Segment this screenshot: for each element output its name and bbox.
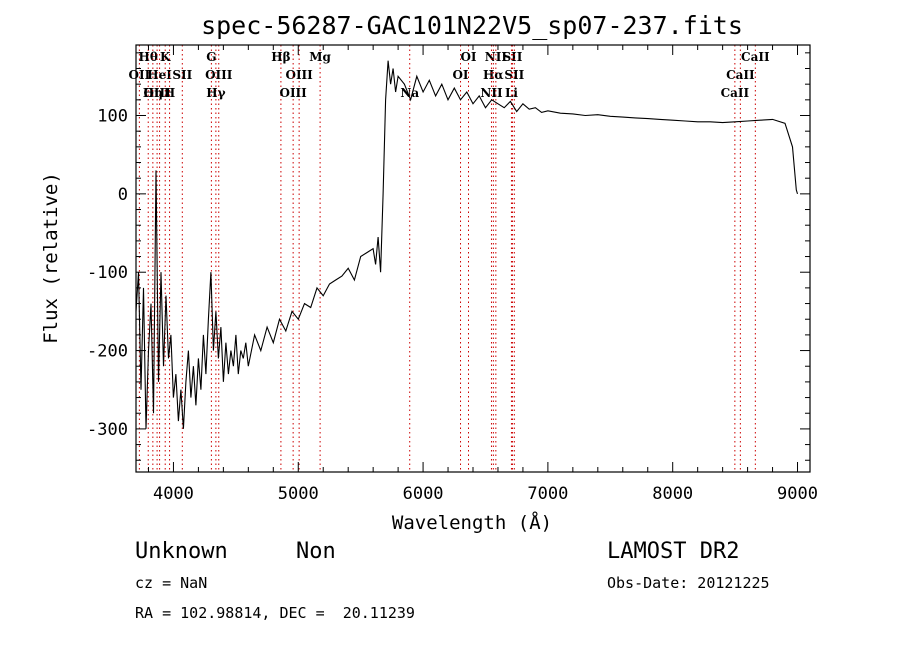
line-label: NII bbox=[485, 50, 508, 64]
x-axis-label: Wavelength (Å) bbox=[392, 511, 552, 534]
x-axis-ticks: 4000 5000 6000 7000 8000 9000 bbox=[147, 45, 818, 504]
line-label: Hβ bbox=[271, 50, 290, 64]
x-tick-label: 5000 bbox=[278, 484, 319, 504]
x-tick-label: 4000 bbox=[153, 484, 194, 504]
line-label: OIII bbox=[143, 86, 171, 100]
y-axis-ticks: -300 -200 -100 0 100 bbox=[87, 52, 810, 461]
line-label: SII bbox=[504, 68, 524, 82]
line-label: SII bbox=[172, 68, 192, 82]
line-label: OI bbox=[452, 68, 468, 82]
line-label: OIII bbox=[285, 68, 313, 82]
sky-coordinates: RA = 102.98814, DEC = 20.11239 bbox=[135, 604, 415, 622]
y-axis-label: Flux (relative) bbox=[40, 172, 62, 344]
line-label: OIII bbox=[279, 86, 307, 100]
plot-frame bbox=[135, 44, 811, 473]
line-label: H bbox=[164, 86, 175, 100]
line-label: Na bbox=[400, 86, 419, 100]
line-label: Hη bbox=[143, 86, 163, 100]
line-label: K bbox=[160, 50, 171, 64]
line-label: G bbox=[206, 50, 216, 64]
y-tick-label: 0 bbox=[118, 185, 128, 205]
y-tick-label: -300 bbox=[87, 420, 128, 440]
line-label: CaII bbox=[726, 68, 755, 82]
line-label: HeI bbox=[147, 68, 172, 82]
line-label: Li bbox=[505, 86, 518, 100]
observation-date: Obs-Date: 20121225 bbox=[607, 574, 770, 592]
line-label: CaII bbox=[721, 86, 750, 100]
x-tick-label: 6000 bbox=[403, 484, 444, 504]
y-tick-label: -200 bbox=[87, 342, 128, 362]
spectrum-line bbox=[135, 60, 799, 429]
x-tick-label: 7000 bbox=[527, 484, 568, 504]
x-tick-label: 9000 bbox=[777, 484, 818, 504]
line-label: Hα bbox=[483, 68, 504, 82]
line-label: OI bbox=[460, 50, 476, 64]
line-label: Hθ bbox=[139, 50, 158, 64]
object-subclass: Non bbox=[296, 539, 336, 564]
y-tick-label: 100 bbox=[97, 107, 128, 127]
line-label: Mg bbox=[309, 50, 331, 64]
line-label: CaII bbox=[741, 50, 770, 64]
survey-name: LAMOST DR2 bbox=[607, 539, 740, 564]
y-tick-label: -100 bbox=[87, 263, 128, 283]
line-label: NII bbox=[480, 86, 503, 100]
chart-title: spec-56287-GAC101N22V5_sp07-237.fits bbox=[201, 11, 743, 40]
line-label: OIII bbox=[205, 68, 233, 82]
object-class: Unknown bbox=[135, 539, 228, 564]
line-label: Hγ bbox=[206, 86, 225, 100]
line-label: SII bbox=[502, 50, 522, 64]
x-tick-label: 8000 bbox=[652, 484, 693, 504]
line-label: OII bbox=[129, 68, 151, 82]
redshift-value: cz = NaN bbox=[135, 574, 208, 592]
